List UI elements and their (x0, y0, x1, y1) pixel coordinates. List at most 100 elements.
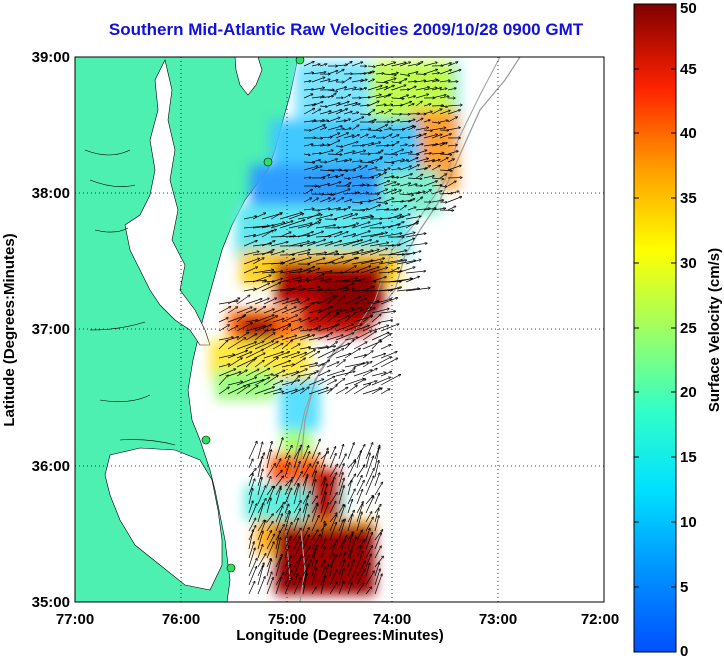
velocity-arrow (383, 135, 391, 139)
velocity-arrow (343, 159, 351, 163)
velocity-arrow (279, 269, 302, 274)
velocity-arrow (290, 319, 301, 323)
velocity-arrow (302, 528, 309, 541)
velocity-arrow (272, 299, 288, 305)
colorbar (633, 3, 677, 653)
velocity-arrow (423, 130, 432, 131)
river-inlets (84, 149, 176, 446)
velocity-arrow (387, 260, 406, 265)
velocity-arrow (344, 385, 357, 395)
velocity-arrow (254, 315, 274, 323)
velocity-arrow (351, 166, 361, 171)
velocity-arrow (359, 97, 370, 98)
velocity-arrow (299, 373, 316, 377)
velocity-arrow (303, 162, 315, 163)
velocity-arrow (415, 208, 430, 211)
velocity-arrow (391, 73, 398, 74)
velocity-arrow (306, 232, 323, 238)
velocity-arrow (272, 361, 290, 368)
velocity-arrow (326, 324, 339, 332)
velocity-arrow (245, 369, 259, 377)
velocity-arrow (320, 465, 325, 478)
velocity-arrow (293, 484, 299, 505)
velocity-arrow (248, 501, 253, 514)
velocity-arrow (272, 343, 283, 350)
velocity-arrow (290, 301, 300, 305)
velocity-arrow (227, 358, 242, 368)
velocity-arrow (317, 350, 335, 359)
velocity-arrow (356, 504, 363, 523)
velocity-arrow (299, 318, 310, 323)
velocity-arrow (275, 438, 283, 460)
velocity-arrow (248, 459, 253, 469)
velocity-arrow (362, 308, 375, 314)
velocity-arrow (367, 185, 376, 186)
velocity-arrow (335, 371, 355, 377)
velocity-arrow (344, 368, 355, 377)
velocity-arrow (311, 560, 317, 577)
velocity-arrow (315, 263, 334, 265)
velocity-arrow (383, 168, 390, 171)
velocity-arrow (396, 289, 419, 292)
velocity-arrow (311, 145, 324, 147)
velocity-arrow (311, 166, 322, 171)
velocity-arrow (317, 370, 330, 377)
velocity-arrow (447, 62, 458, 67)
velocity-arrow (266, 560, 271, 577)
velocity-arrow (344, 379, 364, 386)
velocity-arrow (351, 62, 362, 67)
velocity-arrow (380, 372, 391, 377)
velocity-arrow (218, 355, 234, 359)
velocity-arrow (335, 308, 354, 314)
velocity-arrow (351, 260, 373, 265)
velocity-arrow (254, 307, 265, 314)
velocity-arrow (333, 283, 354, 292)
velocity-arrow (335, 102, 349, 107)
velocity-arrow (319, 111, 331, 115)
velocity-arrow (396, 267, 415, 274)
velocity-arrow (227, 372, 241, 377)
velocity-arrow (387, 222, 404, 229)
velocity-arrow (447, 197, 461, 203)
velocity-arrow (227, 338, 246, 350)
velocity-arrow (399, 62, 410, 67)
velocity-arrow (317, 313, 330, 323)
velocity-arrow (367, 205, 380, 211)
velocity-vectors (218, 62, 462, 595)
velocity-arrow (275, 506, 283, 523)
velocity-arrow (405, 216, 421, 220)
velocity-arrow (335, 150, 343, 155)
velocity-arrow (423, 88, 437, 91)
velocity-arrow (359, 72, 372, 75)
velocity-arrow (399, 137, 410, 138)
velocity-arrow (380, 389, 390, 395)
velocity-arrow (447, 191, 459, 195)
velocity-arrow (329, 464, 338, 478)
colorbar-tick-label: 5 (680, 579, 688, 596)
velocity-arrow (439, 70, 451, 75)
velocity-arrow (365, 512, 372, 523)
velocity-arrow (367, 198, 381, 203)
velocity-arrow (431, 191, 442, 195)
velocity-arrow (329, 555, 337, 568)
velocity-arrow (407, 126, 415, 131)
velocity-arrow (365, 468, 374, 487)
velocity-arrow (293, 528, 301, 541)
velocity-arrow (329, 515, 337, 532)
velocity-arrow (218, 337, 233, 341)
pamlico-sound (104, 447, 223, 591)
velocity-arrow (343, 88, 356, 91)
velocity-arrow (342, 223, 358, 229)
velocity-arrow (405, 271, 425, 274)
velocity-arrow (311, 125, 325, 131)
velocity-arrow (356, 551, 363, 568)
velocity-arrow (311, 77, 325, 83)
velocity-arrow (252, 270, 273, 274)
velocity-arrow (311, 64, 320, 67)
velocity-arrow (353, 370, 372, 377)
velocity-arrow (356, 476, 362, 487)
y-tick-label: 35:00 (32, 594, 70, 611)
velocity-arrow (365, 554, 371, 568)
velocity-arrow (290, 388, 304, 395)
